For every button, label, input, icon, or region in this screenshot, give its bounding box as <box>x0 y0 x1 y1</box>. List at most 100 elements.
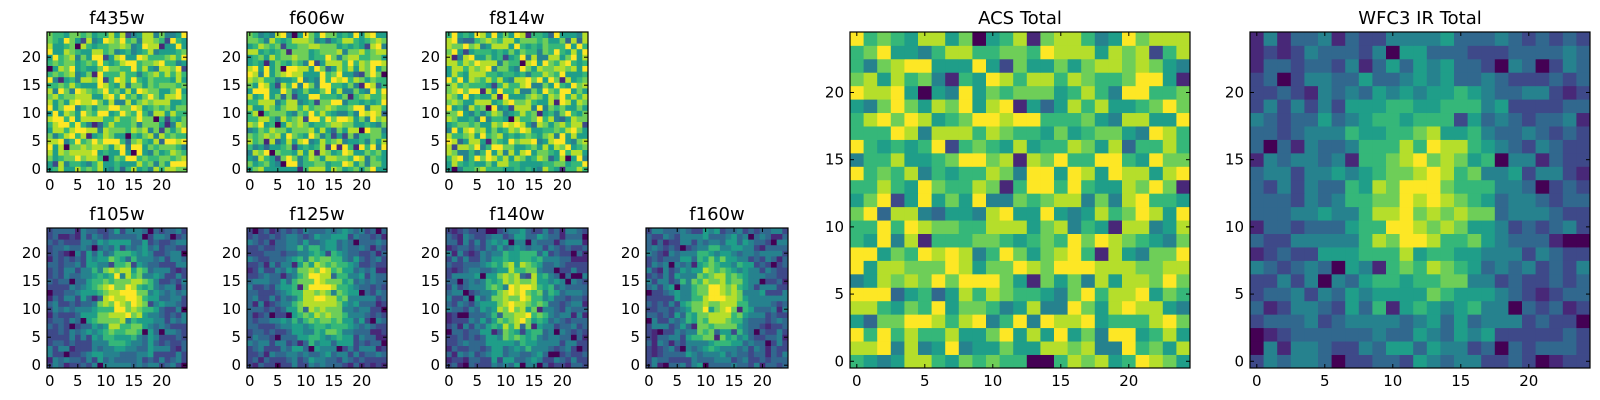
heatmap-cell <box>776 362 783 369</box>
heatmap-cell <box>770 244 778 251</box>
heatmap-cell <box>52 99 59 106</box>
heatmap-cell <box>136 110 143 117</box>
heatmap-cell <box>247 340 253 346</box>
heatmap-cell <box>136 328 143 335</box>
heatmap-cell <box>536 160 543 167</box>
heatmap-cell <box>47 267 53 274</box>
heatmap-cell <box>702 295 709 302</box>
heatmap-cell <box>468 228 475 234</box>
heatmap-cell <box>159 48 165 55</box>
panel-title: f160w <box>689 204 744 225</box>
heatmap-cell <box>136 116 143 122</box>
heatmap-cell <box>252 32 259 38</box>
heatmap-cell <box>336 155 343 162</box>
heatmap-cell <box>114 317 121 324</box>
heatmap-cell <box>548 356 555 363</box>
heatmap-cell <box>576 351 583 358</box>
heatmap-cell <box>508 278 515 285</box>
heatmap-cell <box>480 43 487 50</box>
heatmap-cell <box>542 295 549 302</box>
heatmap-cell <box>508 65 515 72</box>
x-tick-label: 15 <box>724 372 743 390</box>
heatmap-cell <box>491 60 498 66</box>
heatmap-cell <box>370 121 377 128</box>
heatmap-cell <box>685 300 692 307</box>
heatmap-cell <box>336 256 343 262</box>
heatmap-cell <box>114 138 121 145</box>
heatmap-cell <box>164 289 171 296</box>
heatmap-cell <box>451 121 458 128</box>
x-tick-label: 20 <box>352 372 371 390</box>
heatmap-cell <box>508 306 515 313</box>
heatmap-cell <box>303 323 309 330</box>
heatmap-cell <box>125 239 132 246</box>
heatmap-cell <box>559 43 566 50</box>
heatmap-cell <box>668 328 675 335</box>
heatmap-cell <box>164 60 171 66</box>
heatmap-cell <box>1013 341 1028 355</box>
heatmap-cell <box>164 82 171 89</box>
heatmap-cell <box>765 228 772 234</box>
heatmap-cell <box>680 250 687 257</box>
heatmap-cell <box>1149 354 1164 369</box>
heatmap-cell <box>347 317 354 324</box>
heatmap-cell <box>525 116 532 122</box>
heatmap-cell <box>97 60 104 66</box>
heatmap-cell <box>342 356 349 363</box>
heatmap-cell <box>347 362 354 369</box>
heatmap-cell <box>297 356 304 363</box>
heatmap-cell <box>103 93 109 100</box>
heatmap-cell <box>263 88 270 94</box>
heatmap-cell <box>319 233 326 240</box>
heatmap-cell <box>457 312 464 318</box>
heatmap-cell <box>280 54 287 61</box>
heatmap-cell <box>331 144 337 150</box>
heatmap-cell <box>502 88 509 94</box>
heatmap-cell <box>508 256 515 262</box>
heatmap-cell <box>280 37 287 44</box>
heatmap-cell <box>548 323 555 330</box>
heatmap-cell <box>451 149 458 156</box>
panel-title: f435w <box>89 8 144 29</box>
heatmap-cell <box>252 284 259 290</box>
heatmap-cell <box>1013 179 1028 194</box>
heatmap-cell <box>286 261 293 268</box>
heatmap-cell <box>142 43 149 50</box>
heatmap-cell <box>531 272 538 279</box>
heatmap-cell <box>502 54 509 61</box>
heatmap-cell <box>86 71 93 78</box>
heatmap-cell <box>63 250 70 257</box>
heatmap-cell <box>52 250 59 257</box>
heatmap-cell <box>353 334 360 341</box>
heatmap-cell <box>353 144 360 150</box>
heatmap-cell <box>582 244 589 251</box>
heatmap-cell <box>114 351 121 358</box>
heatmap-cell <box>280 272 287 279</box>
heatmap-cell <box>164 127 171 134</box>
heatmap-cell <box>559 300 566 307</box>
heatmap-cell <box>570 228 578 234</box>
heatmap-cell <box>446 116 453 122</box>
heatmap-cell <box>931 260 946 275</box>
heatmap-cell <box>548 284 555 290</box>
heatmap-cell <box>119 144 126 150</box>
heatmap-cell <box>381 340 388 346</box>
heatmap-cell <box>269 340 276 346</box>
heatmap-cell <box>570 99 578 106</box>
heatmap-cell <box>714 239 721 246</box>
heatmap-cell <box>559 340 566 346</box>
heatmap-cell <box>1162 287 1177 302</box>
y-tick-label: 20 <box>621 244 640 262</box>
heatmap-cell <box>553 110 560 117</box>
heatmap-cell <box>303 306 309 313</box>
heatmap-cell <box>657 300 664 307</box>
heatmap-cell <box>531 306 538 313</box>
heatmap-cell <box>697 334 704 341</box>
heatmap-cell <box>91 362 98 369</box>
heatmap-cell <box>668 306 675 313</box>
heatmap-cell <box>325 48 332 55</box>
heatmap-cell <box>877 341 892 355</box>
heatmap-cell <box>308 267 315 274</box>
x-tick-label: 15 <box>524 372 543 390</box>
heatmap-cell <box>308 116 315 122</box>
